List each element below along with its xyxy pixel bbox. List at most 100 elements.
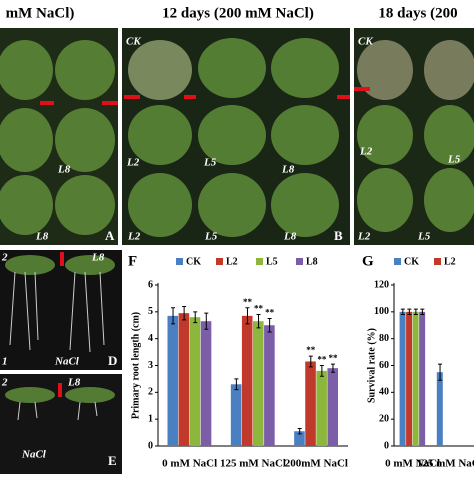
photo-label: L5 (447, 154, 461, 166)
significance: ** (317, 355, 327, 365)
legend-label: L8 (306, 256, 318, 267)
chart-title: G (362, 253, 374, 269)
y-tick-label: 0 (384, 440, 389, 451)
photo-label: L5 (204, 231, 218, 243)
y-tick-label: 6 (148, 279, 153, 290)
error-bar (438, 363, 443, 381)
legend-label: L5 (266, 256, 278, 267)
bar (230, 384, 242, 446)
significance: ** (306, 345, 316, 355)
photo-label: 1 (2, 356, 8, 368)
photo-label: L8 (57, 164, 71, 176)
photo-label: L5 (417, 231, 431, 243)
bar (264, 325, 275, 446)
bar (412, 311, 419, 446)
photo-label: NaCl (21, 449, 47, 461)
photo-label: CK (126, 36, 141, 48)
bar (316, 370, 327, 446)
bar (178, 313, 190, 446)
error-bar (420, 308, 425, 316)
error-bar (245, 307, 250, 325)
y-tick-label: 0 (148, 440, 153, 451)
bar (253, 321, 264, 446)
photo-label: L2 (359, 146, 373, 158)
legend-swatch (256, 258, 263, 265)
error-bar (267, 318, 272, 333)
photo-label: 2 (1, 377, 8, 389)
error-bar (407, 308, 412, 316)
error-bar (308, 355, 313, 368)
legend-swatch (394, 258, 401, 265)
photo-label: L2 (127, 231, 141, 243)
panel-letter: D (108, 353, 117, 368)
bar (399, 311, 406, 446)
significance: ** (243, 297, 253, 307)
bar (436, 372, 443, 446)
y-tick-label: 1 (148, 413, 153, 424)
legend-label: L2 (444, 256, 456, 267)
y-axis-label: Primary root length (cm) (130, 312, 141, 419)
bar (406, 311, 413, 446)
error-bar (171, 307, 176, 325)
photo-label: L8 (67, 377, 81, 389)
error-bar (234, 378, 239, 391)
photo-label: L2 (357, 231, 371, 243)
photo-label: 2 (1, 252, 8, 264)
x-tick-label: 0 mM NaCl (162, 458, 217, 470)
header: 12 days (200 mM NaCl) (162, 5, 314, 21)
panel-letter: A (105, 228, 115, 243)
roots (9, 271, 105, 421)
x-tick-label: 125 mM NaCl (417, 458, 474, 470)
y-tick-label: 3 (148, 360, 153, 371)
y-tick-label: 80 (379, 333, 389, 344)
bar (167, 315, 179, 446)
photo-label: L8 (91, 252, 105, 264)
legend-swatch (176, 258, 183, 265)
bar (241, 315, 253, 446)
error-bar (204, 312, 209, 330)
y-tick-label: 40 (379, 387, 389, 398)
panel-letter: E (108, 453, 117, 468)
bar (327, 368, 338, 446)
legend-label: L2 (226, 256, 238, 267)
legend-swatch (216, 258, 223, 265)
photo-label: L8 (281, 164, 295, 176)
photo-label: L8 (283, 231, 297, 243)
chart-title: F (128, 253, 137, 269)
legend-label: CK (404, 256, 419, 267)
significance: ** (265, 308, 275, 318)
x-tick-label: 200mM NaCl (285, 458, 348, 470)
error-bar (413, 308, 418, 316)
error-bar (319, 365, 324, 377)
x-tick-label: 0 mM NaCl (385, 458, 440, 470)
bar (305, 361, 316, 446)
plants (0, 38, 474, 403)
y-tick-label: 60 (379, 360, 389, 371)
y-axis-label: Survival rate (%) (366, 328, 377, 403)
photo-label: NaCl (54, 356, 80, 368)
significance: ** (328, 353, 338, 363)
bar (189, 317, 201, 446)
error-bar (182, 305, 187, 321)
error-bar (330, 363, 335, 373)
header: 18 days (200 (378, 5, 457, 21)
photo-label: L5 (203, 157, 217, 169)
y-tick-label: 4 (148, 333, 153, 344)
error-bar (193, 311, 198, 324)
header: mM NaCl) (6, 5, 75, 21)
arrows (40, 87, 370, 397)
bar (419, 311, 426, 446)
y-tick-label: 2 (148, 387, 153, 398)
panel-letter: B (334, 228, 343, 243)
y-tick-label: 5 (148, 306, 153, 317)
error-bar (297, 428, 302, 435)
error-bar (256, 314, 261, 329)
y-tick-label: 20 (379, 413, 389, 424)
photo-label: L2 (126, 157, 140, 169)
bar (200, 321, 212, 446)
legend-label: CK (186, 256, 201, 267)
significance: ** (254, 304, 264, 314)
photo-label: CK (358, 36, 373, 48)
legend-swatch (434, 258, 441, 265)
